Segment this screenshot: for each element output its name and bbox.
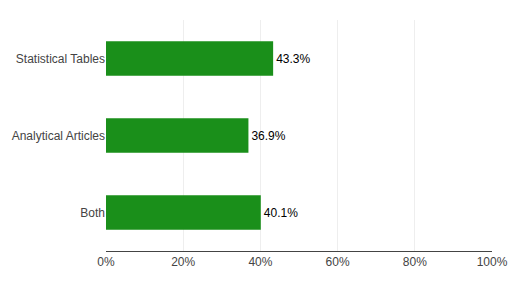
svg-text:Statistical Tables: Statistical Tables [16, 52, 105, 66]
svg-text:60%: 60% [326, 255, 350, 269]
svg-text:40.1%: 40.1% [264, 206, 298, 220]
svg-text:40%: 40% [248, 255, 272, 269]
svg-text:20%: 20% [171, 255, 195, 269]
svg-text:100%: 100% [477, 255, 508, 269]
svg-text:43.3%: 43.3% [276, 52, 310, 66]
svg-text:0%: 0% [97, 255, 115, 269]
svg-text:36.9%: 36.9% [251, 129, 285, 143]
svg-text:Analytical Articles: Analytical Articles [12, 129, 105, 143]
svg-text:80%: 80% [403, 255, 427, 269]
svg-text:Both: Both [80, 206, 105, 220]
